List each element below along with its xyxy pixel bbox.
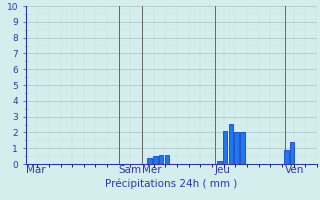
X-axis label: Précipitations 24h ( mm ): Précipitations 24h ( mm ): [105, 178, 237, 189]
Bar: [234, 132, 239, 164]
Bar: [164, 155, 169, 164]
Bar: [284, 150, 289, 164]
Bar: [153, 156, 157, 164]
Bar: [228, 124, 233, 164]
Bar: [217, 161, 221, 164]
Bar: [223, 131, 228, 164]
Bar: [147, 158, 152, 164]
Bar: [159, 155, 163, 164]
Bar: [290, 142, 294, 164]
Bar: [240, 132, 245, 164]
